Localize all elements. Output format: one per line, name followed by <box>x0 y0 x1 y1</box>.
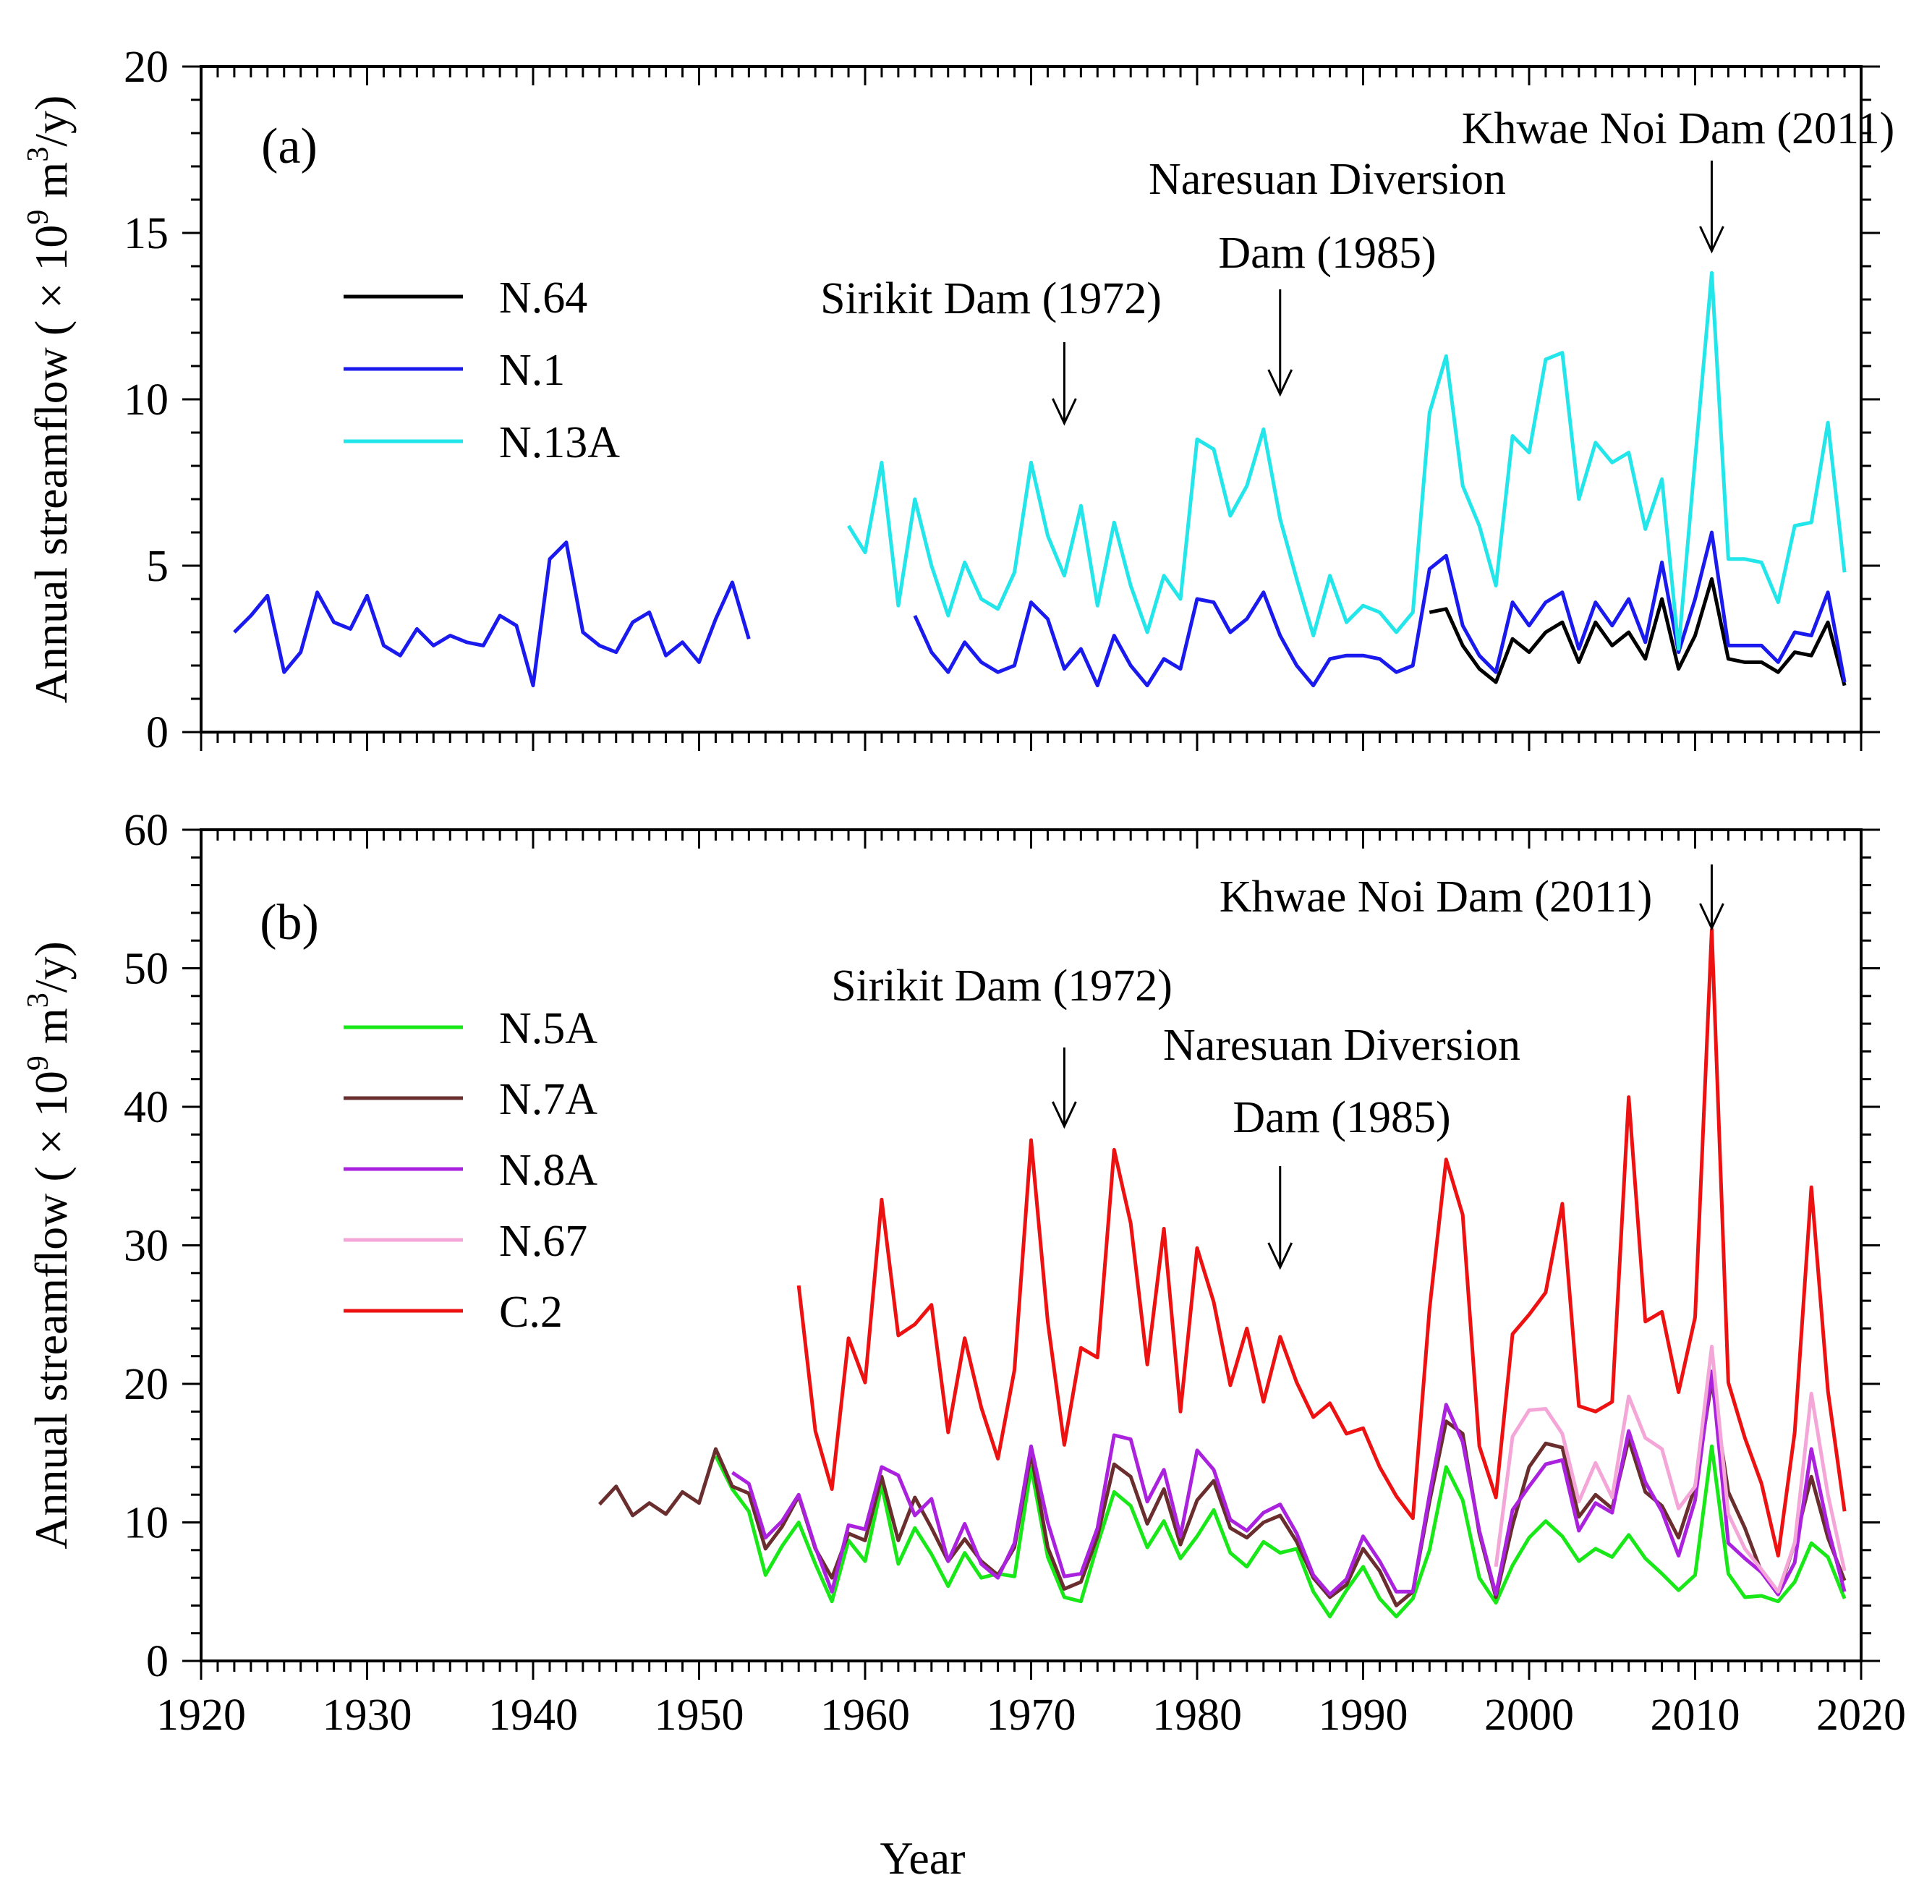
annotation-arrow-head <box>1267 1242 1293 1270</box>
y-tick-label: 15 <box>124 209 169 258</box>
annotation-text: Sirikit Dam (1972) <box>831 961 1173 1011</box>
y-tick-label: 30 <box>124 1222 169 1271</box>
plot-frame <box>200 828 1863 1662</box>
x-tick-label: 1970 <box>987 1691 1076 1740</box>
x-tick-label: 1980 <box>1152 1691 1242 1740</box>
panel-a: 0 5 10 15 20 Annual streamflow ( × 109 m3/y) (… <box>22 43 1894 757</box>
series-line-n8a <box>731 1369 1847 1597</box>
y-tick-label: 0 <box>146 1637 169 1686</box>
y-title-part: m <box>25 1008 77 1055</box>
y-title-exponent: 3 <box>22 993 55 1008</box>
y-axis-title: Annual streamflow ( × 109 m3/y) <box>22 95 77 704</box>
annotation-arrow-head <box>1267 369 1293 397</box>
y-title-exponent: 9 <box>22 210 55 225</box>
y-tick-label: 0 <box>146 708 169 757</box>
y-tick-label: 20 <box>124 43 169 92</box>
legend-label: N.8A <box>499 1146 597 1195</box>
series-line-n64 <box>1429 577 1847 687</box>
annotation-arrow-head <box>1699 903 1724 931</box>
y-title-part: Annual streamflow ( × 10 <box>25 225 77 704</box>
series-line-n1 <box>233 530 1847 688</box>
legend-label: N.5A <box>499 1004 597 1053</box>
y-tick-label: 20 <box>124 1360 169 1409</box>
y-title-part: /y) <box>25 941 77 993</box>
annotation-text: Khwae Noi Dam (2011) <box>1462 104 1895 153</box>
annotation-text: Naresuan Diversion <box>1163 1021 1520 1070</box>
plot-frame <box>200 65 1863 734</box>
x-tick-label: 1920 <box>156 1691 246 1740</box>
annotation-text: Dam (1985) <box>1218 229 1436 278</box>
panel-label: (b) <box>260 895 319 951</box>
y-tick-label: 50 <box>124 945 169 994</box>
panel-b: 0 10 20 30 40 50 60 1920 1930 1940 1950 1960 1970 198… <box>22 806 1906 1884</box>
y-axis-title: Annual streamflow ( × 109 m3/y) <box>22 941 77 1550</box>
x-axis-title: Year <box>880 1832 966 1884</box>
annotation-arrow-head <box>1052 398 1077 426</box>
annotation-text: Sirikit Dam (1972) <box>820 274 1162 323</box>
series-line-c2 <box>796 927 1847 1557</box>
x-tick-label: 1990 <box>1319 1691 1408 1740</box>
x-tick-label: 2020 <box>1816 1691 1906 1740</box>
legend-label: N.67 <box>499 1217 587 1266</box>
legend-label: N.1 <box>499 346 565 395</box>
x-tick-label: 1930 <box>323 1691 412 1740</box>
y-title-part: m <box>25 162 77 210</box>
legend-label: C.2 <box>499 1288 563 1337</box>
x-tick-label: 1940 <box>488 1691 578 1740</box>
series-line-n13a <box>846 271 1847 651</box>
y-title-part: /y) <box>25 95 77 147</box>
legend-label: N.13A <box>499 418 620 467</box>
panel-label: (a) <box>261 119 318 174</box>
y-tick-label: 60 <box>124 806 169 855</box>
series-line-n67 <box>1494 1344 1847 1594</box>
y-title-exponent: 9 <box>22 1055 55 1071</box>
series-line-n5a <box>714 1444 1847 1619</box>
x-tick-label: 2010 <box>1651 1691 1740 1740</box>
y-tick-label: 5 <box>146 542 169 591</box>
x-tick-label: 1950 <box>655 1691 744 1740</box>
y-tick-label: 10 <box>124 1499 169 1548</box>
annotation-text: Khwae Noi Dam (2011) <box>1220 872 1653 922</box>
x-tick-label: 2000 <box>1484 1691 1574 1740</box>
annotation-text: Naresuan Diversion <box>1149 155 1506 204</box>
y-title-exponent: 3 <box>22 147 55 162</box>
legend-label: N.64 <box>499 273 587 323</box>
y-tick-label: 10 <box>124 375 169 425</box>
annotation-text: Dam (1985) <box>1233 1093 1450 1142</box>
y-title-part: Annual streamflow ( × 10 <box>25 1071 77 1550</box>
annotation-arrow-head <box>1699 226 1724 254</box>
y-tick-label: 40 <box>124 1083 169 1132</box>
annotation-arrow-head <box>1052 1101 1077 1129</box>
x-tick-label: 1960 <box>820 1691 910 1740</box>
legend-label: N.7A <box>499 1075 597 1124</box>
